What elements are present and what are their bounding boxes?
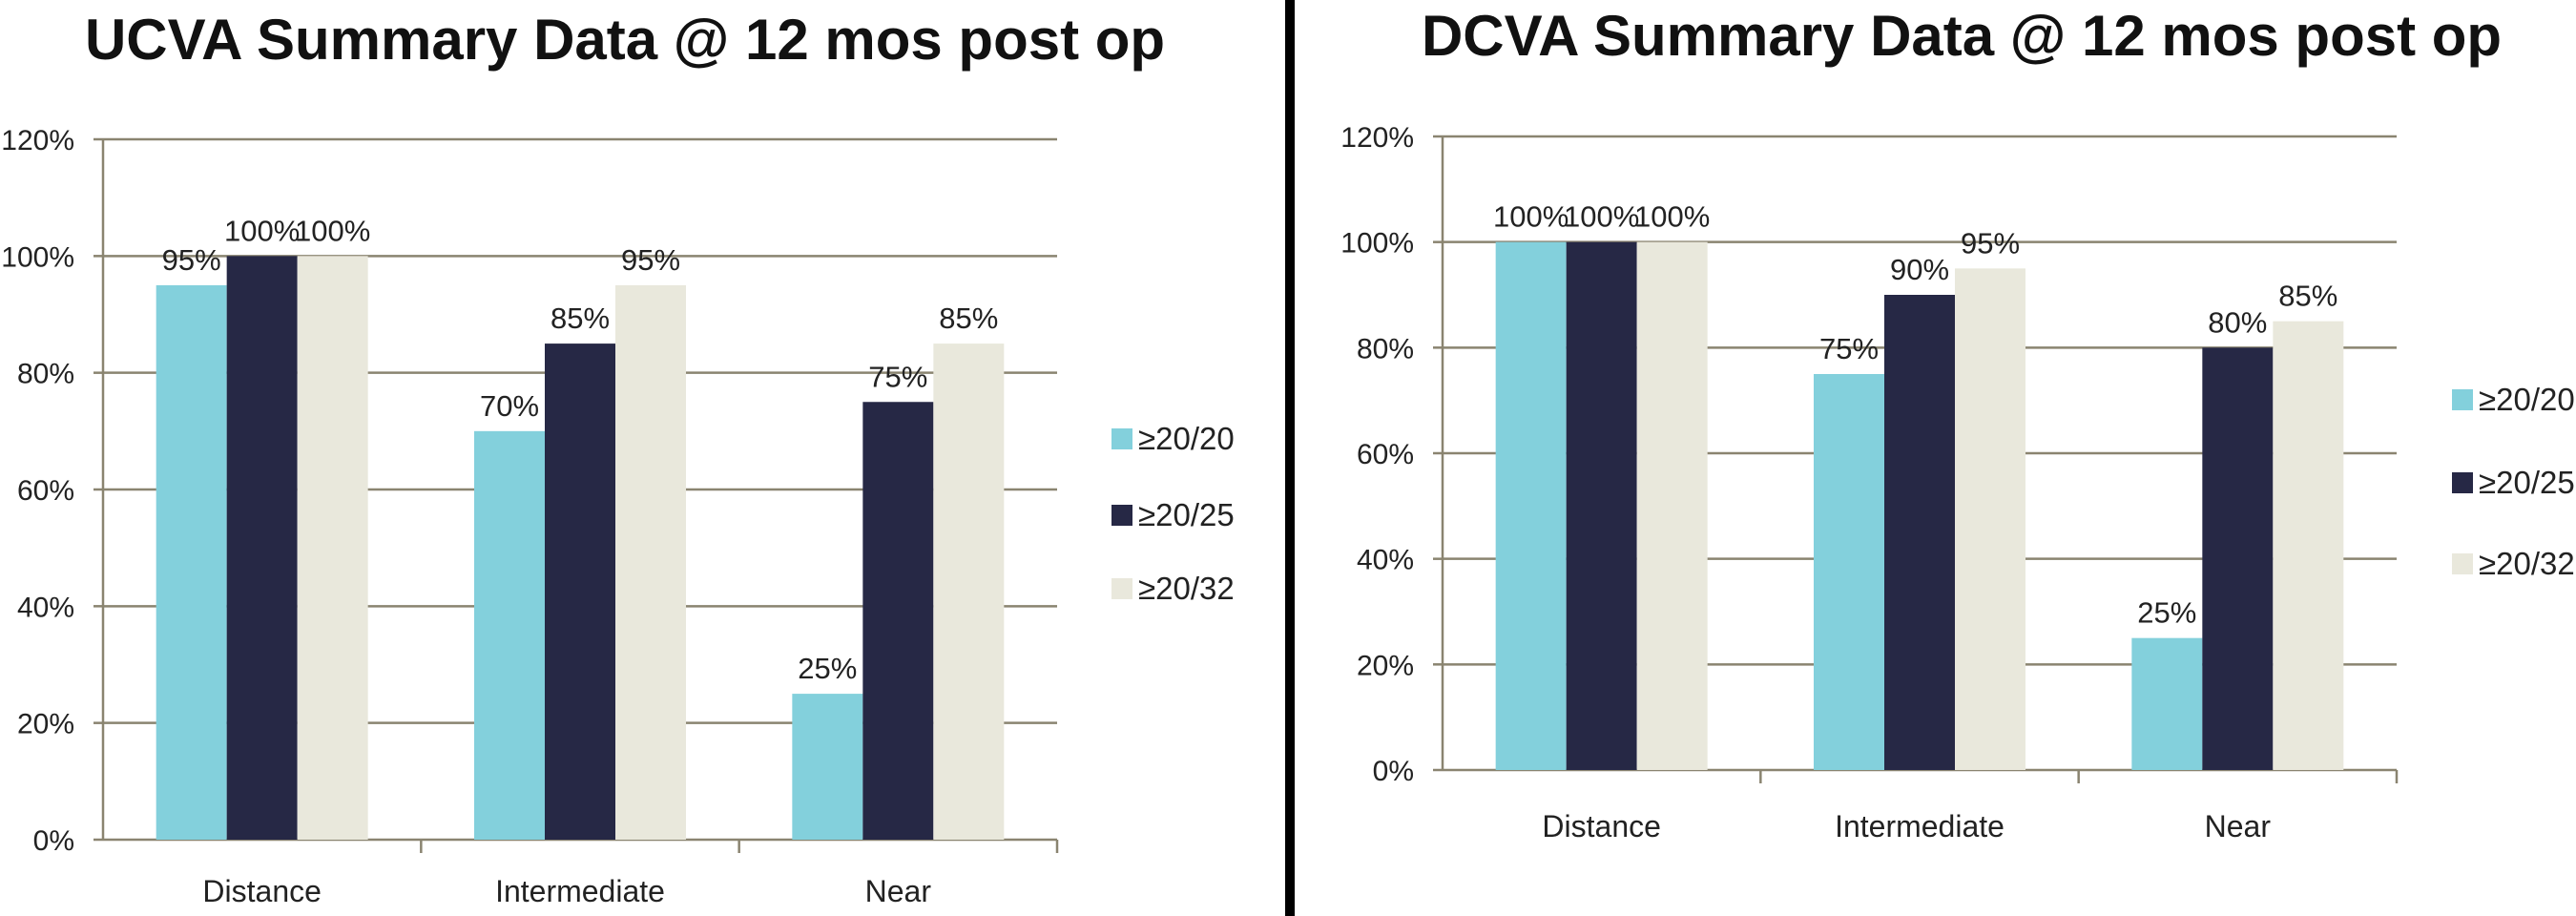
bar-≥20/32-near	[2273, 321, 2344, 770]
bar-data-label: 100%	[1564, 200, 1639, 234]
legend-swatch	[2452, 553, 2473, 574]
bar-≥20/25-intermediate	[1884, 295, 1955, 770]
panel-divider	[1285, 0, 1295, 916]
y-tick-label: 40%	[17, 592, 74, 623]
bar-data-label: 85%	[2278, 280, 2337, 313]
bar-≥20/20-intermediate	[474, 430, 545, 840]
bar-data-label: 100%	[295, 214, 370, 247]
bar-data-label: 80%	[2208, 305, 2267, 339]
bar-≥20/32-distance	[1636, 241, 1708, 770]
y-tick-label: 0%	[1373, 756, 1414, 787]
y-tick-label: 60%	[1357, 439, 1414, 470]
bar-≥20/20-near	[2131, 637, 2203, 770]
legend-swatch	[1111, 578, 1132, 599]
bar-data-label: 75%	[868, 360, 927, 393]
legend-label: ≥20/32	[1138, 571, 1235, 606]
x-category-label: Near	[865, 874, 932, 908]
legend-label: ≥20/20	[1138, 421, 1235, 456]
y-tick-label: 20%	[17, 709, 74, 740]
bar-data-label: 95%	[1961, 226, 2020, 260]
y-tick-label: 80%	[1357, 333, 1414, 364]
bar-data-label: 85%	[939, 302, 998, 335]
bar-≥20/25-near	[2202, 347, 2274, 770]
y-tick-label: 0%	[33, 825, 74, 857]
bar-data-label: 100%	[1634, 200, 1710, 234]
y-tick-label: 120%	[1340, 122, 1414, 154]
bar-data-label: 85%	[551, 302, 610, 335]
x-category-label: Intermediate	[495, 874, 665, 908]
x-category-label: Distance	[1542, 809, 1661, 843]
bar-data-label: 100%	[224, 214, 300, 247]
bar-≥20/20-intermediate	[1814, 374, 1884, 770]
legend-label: ≥20/25	[2479, 465, 2575, 500]
legend-label: ≥20/25	[1138, 497, 1235, 532]
bar-data-label: 25%	[798, 652, 857, 685]
bar-≥20/25-near	[862, 402, 934, 840]
bar-≥20/32-near	[933, 344, 1005, 840]
y-tick-label: 100%	[1, 241, 74, 273]
bar-data-label: 90%	[1890, 253, 1949, 286]
bar-≥20/25-distance	[226, 256, 298, 840]
legend-swatch	[2452, 389, 2473, 410]
y-tick-label: 80%	[17, 359, 74, 390]
bar-≥20/32-intermediate	[1955, 268, 2025, 770]
y-tick-label: 120%	[1, 125, 74, 156]
bar-≥20/25-intermediate	[545, 344, 615, 840]
chart-panel-1: UCVA Summary Data @ 12 mos post op 0% 20% 4…	[1, 8, 1234, 908]
bar-data-label: 70%	[480, 389, 539, 423]
bar-data-label: 25%	[2137, 596, 2196, 630]
bar-≥20/32-distance	[297, 256, 368, 840]
bar-data-label: 95%	[621, 243, 680, 277]
legend-label: ≥20/32	[2479, 546, 2575, 581]
x-category-label: Intermediate	[1835, 809, 2005, 843]
legend-swatch	[1111, 505, 1132, 526]
bar-≥20/20-distance	[156, 284, 227, 841]
legend-swatch	[1111, 428, 1132, 449]
chart-title: DCVA Summary Data @ 12 mos post op	[1422, 4, 2502, 68]
x-category-label: Near	[2205, 809, 2272, 843]
bar-data-label: 75%	[1819, 332, 1879, 365]
chart-title: UCVA Summary Data @ 12 mos post op	[85, 8, 1165, 72]
legend-label: ≥20/20	[2479, 382, 2575, 417]
legend-swatch	[2452, 472, 2473, 493]
y-tick-label: 60%	[17, 475, 74, 507]
chart-panel-2: DCVA Summary Data @ 12 mos post op 0% 20% 4…	[1340, 4, 2574, 843]
bar-≥20/32-intermediate	[615, 284, 686, 841]
x-category-label: Distance	[202, 874, 322, 908]
bar-data-label: 100%	[1493, 200, 1568, 234]
bar-≥20/25-distance	[1566, 241, 1637, 770]
y-tick-label: 20%	[1357, 650, 1414, 681]
bar-data-label: 95%	[162, 243, 221, 277]
bar-≥20/20-near	[792, 694, 863, 840]
bar-≥20/20-distance	[1495, 241, 1567, 770]
y-tick-label: 100%	[1340, 228, 1414, 260]
y-tick-label: 40%	[1357, 545, 1414, 576]
